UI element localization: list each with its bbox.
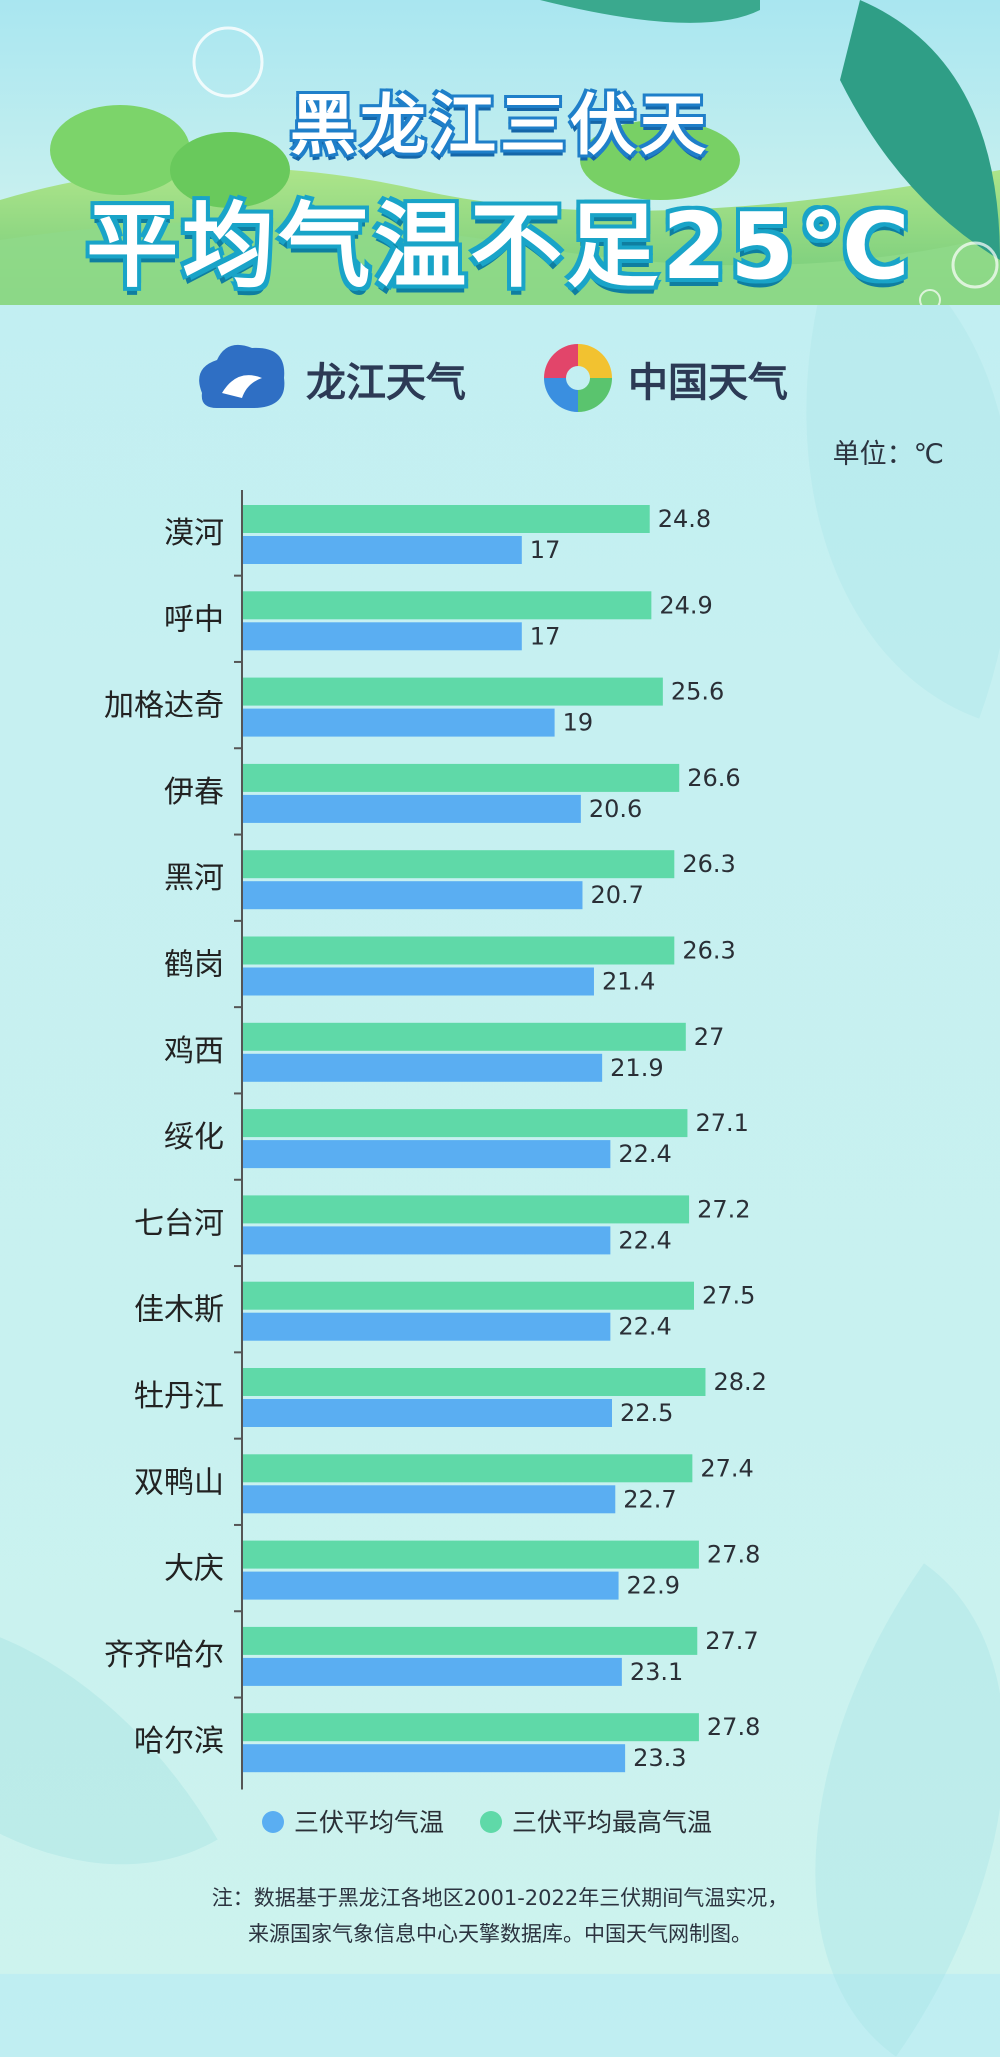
data-label: 26.6 xyxy=(687,764,740,792)
category-label: 鸡西 xyxy=(164,1034,224,1069)
bar-max-temp xyxy=(243,1281,694,1310)
category-label: 黑河 xyxy=(164,861,224,896)
data-label: 28.2 xyxy=(713,1368,766,1396)
unit-label: 单位：℃ xyxy=(832,439,944,470)
page-title-line1: 黑龙江三伏天 xyxy=(290,87,710,164)
category-label: 鹤岗 xyxy=(164,948,224,983)
category-label: 绥化 xyxy=(164,1120,224,1155)
data-label: 27.5 xyxy=(702,1282,755,1310)
bar-max-temp xyxy=(243,1368,706,1396)
data-label: 17 xyxy=(530,536,561,564)
data-label: 27.2 xyxy=(697,1195,750,1223)
longjiang-weather-logo-icon xyxy=(199,344,285,408)
page-title-line2: 平均气温不足25℃ xyxy=(86,193,914,300)
bar-avg-temp xyxy=(243,1571,619,1600)
category-label: 七台河 xyxy=(134,1206,224,1241)
data-label: 21.9 xyxy=(610,1054,663,1082)
data-label: 20.7 xyxy=(590,881,643,909)
footnote-line2: 来源国家气象信息中心天擎数据库。中国天气网制图。 xyxy=(248,1922,752,1946)
data-label: 22.4 xyxy=(618,1313,671,1341)
bar-avg-temp xyxy=(243,1399,612,1427)
bar-avg-temp xyxy=(243,622,522,651)
bar-max-temp xyxy=(243,850,675,879)
data-label: 27.8 xyxy=(707,1541,760,1569)
header-landscape-illustration xyxy=(0,0,1000,305)
bar-avg-temp xyxy=(243,1140,611,1169)
bar-max-temp xyxy=(243,677,663,706)
data-label: 24.8 xyxy=(658,505,711,533)
data-label: 23.1 xyxy=(630,1658,683,1686)
data-label: 24.9 xyxy=(659,591,712,619)
legend-label: 三伏平均最高气温 xyxy=(512,1808,712,1837)
data-label: 27.4 xyxy=(700,1454,753,1482)
longjiang-weather-logo-text: 龙江天气 xyxy=(306,360,466,406)
bar-max-temp xyxy=(243,1713,699,1742)
legend-swatch xyxy=(262,1811,284,1833)
category-label: 牡丹江 xyxy=(134,1379,224,1414)
category-label: 齐齐哈尔 xyxy=(104,1638,224,1673)
bar-avg-temp xyxy=(243,1744,626,1773)
data-label: 22.4 xyxy=(618,1226,671,1254)
category-label: 双鸭山 xyxy=(134,1465,224,1500)
bar-chart: 漠河呼中加格达奇伊春黑河鹤岗鸡西绥化七台河佳木斯牡丹江双鸭山大庆齐齐哈尔哈尔滨 … xyxy=(104,490,767,1837)
data-label: 22.9 xyxy=(627,1572,680,1600)
bar-max-temp xyxy=(243,591,652,620)
category-label: 加格达奇 xyxy=(104,689,224,724)
bar-max-temp xyxy=(243,1540,699,1569)
bar-avg-temp xyxy=(243,794,581,823)
footnote-line1: 注：数据基于黑龙江各地区2001-2022年三伏期间气温实况， xyxy=(211,1886,789,1910)
category-label: 大庆 xyxy=(164,1552,224,1587)
bar-max-temp xyxy=(243,936,675,965)
china-weather-logo-text: 中国天气 xyxy=(628,360,788,406)
data-label: 21.4 xyxy=(602,968,655,996)
bar-avg-temp xyxy=(243,536,522,564)
bar-avg-temp xyxy=(243,1657,622,1686)
bar-avg-temp xyxy=(243,1312,611,1341)
legend-swatch xyxy=(480,1811,502,1833)
data-label: 25.6 xyxy=(671,678,724,706)
category-label: 佳木斯 xyxy=(134,1293,224,1328)
category-label: 漠河 xyxy=(164,516,224,551)
data-label: 27.8 xyxy=(707,1713,760,1741)
data-label: 26.3 xyxy=(682,850,735,878)
data-label: 22.4 xyxy=(618,1140,671,1168)
bar-avg-temp xyxy=(243,1053,603,1082)
data-label: 27 xyxy=(694,1023,725,1051)
bar-max-temp xyxy=(243,1195,690,1224)
data-label: 19 xyxy=(563,709,594,737)
bar-avg-temp xyxy=(243,1485,616,1514)
bar-avg-temp xyxy=(243,708,555,737)
data-label: 22.5 xyxy=(620,1399,673,1427)
data-label: 23.3 xyxy=(633,1744,686,1772)
data-label: 27.1 xyxy=(695,1109,748,1137)
data-label: 27.7 xyxy=(705,1627,758,1655)
data-label: 20.6 xyxy=(589,795,642,823)
category-label: 呼中 xyxy=(164,602,224,637)
bar-avg-temp xyxy=(243,881,583,910)
legend-label: 三伏平均气温 xyxy=(294,1808,444,1837)
bar-avg-temp xyxy=(243,967,594,996)
china-weather-logo-icon xyxy=(544,344,612,412)
bar-max-temp xyxy=(243,1109,688,1138)
bar-max-temp xyxy=(243,763,680,792)
header-banner: 黑龙江三伏天 平均气温不足25℃ xyxy=(0,0,1000,305)
bar-max-temp xyxy=(243,1626,698,1655)
data-label: 22.7 xyxy=(623,1485,676,1513)
data-label: 26.3 xyxy=(682,937,735,965)
category-label: 伊春 xyxy=(164,775,224,810)
bar-max-temp xyxy=(243,505,650,533)
bar-max-temp xyxy=(243,1022,686,1051)
bar-max-temp xyxy=(243,1454,693,1483)
bar-avg-temp xyxy=(243,1226,611,1255)
data-label: 17 xyxy=(530,622,561,650)
logo-bar: 龙江天气 中国天气 xyxy=(0,338,1000,418)
category-label: 哈尔滨 xyxy=(134,1724,224,1759)
